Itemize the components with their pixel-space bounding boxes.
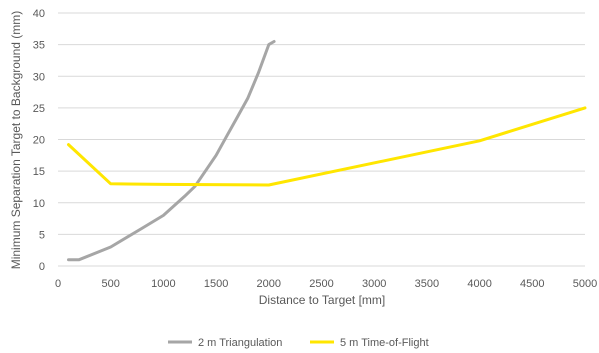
legend-label: 2 m Triangulation	[198, 337, 282, 349]
y-tick-label: 0	[39, 261, 45, 273]
x-tick-label: 3500	[415, 278, 439, 290]
series-lines	[67, 40, 587, 262]
x-tick-label: 0	[55, 278, 61, 290]
x-tick-label: 4000	[467, 278, 491, 290]
x-tick-label: 3000	[362, 278, 386, 290]
x-tick-label: 1500	[204, 278, 228, 290]
x-tick-label: 2500	[309, 278, 333, 290]
legend: 2 m Triangulation 5 m Time-of-Flight	[168, 337, 429, 349]
x-axis-title: Distance to Target [mm]	[259, 293, 386, 307]
y-tick-label: 20	[33, 135, 45, 147]
series-line-1	[67, 40, 276, 262]
y-tick-label: 25	[33, 103, 45, 115]
x-tick-label: 4500	[520, 278, 544, 290]
x-tick-label: 2000	[257, 278, 281, 290]
series-line-2	[67, 106, 587, 187]
y-axis-title: Minimum Separation Target to Background …	[9, 11, 23, 270]
x-tick-label: 5000	[573, 278, 597, 290]
y-tick-label: 5	[39, 229, 45, 241]
grid-lines	[58, 12, 585, 267]
x-tick-label: 500	[102, 278, 120, 290]
y-tick-label: 15	[33, 166, 45, 178]
y-axis-ticks: 0 5 10 15 20 25 30 35 40	[33, 8, 45, 273]
x-tick-label: 1000	[151, 278, 175, 290]
y-tick-label: 35	[33, 40, 45, 52]
x-axis-ticks: 0 500 1000 1500 2000 2500 3000 3500 4000 4500 5000	[55, 278, 597, 290]
y-tick-label: 10	[33, 198, 45, 210]
y-tick-label: 40	[33, 8, 45, 20]
y-tick-label: 30	[33, 71, 45, 83]
legend-label: 5 m Time-of-Flight	[340, 337, 429, 349]
